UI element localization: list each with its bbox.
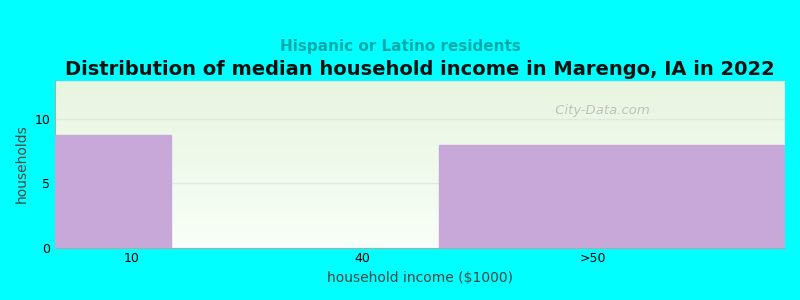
Bar bbox=[55, 134, 170, 248]
Text: Hispanic or Latino residents: Hispanic or Latino residents bbox=[279, 39, 521, 54]
Y-axis label: households: households bbox=[15, 125, 29, 203]
X-axis label: household income ($1000): household income ($1000) bbox=[327, 271, 513, 285]
Title: Distribution of median household income in Marengo, IA in 2022: Distribution of median household income … bbox=[66, 60, 775, 79]
Text: City-Data.com: City-Data.com bbox=[551, 104, 650, 117]
Bar bbox=[439, 145, 785, 248]
